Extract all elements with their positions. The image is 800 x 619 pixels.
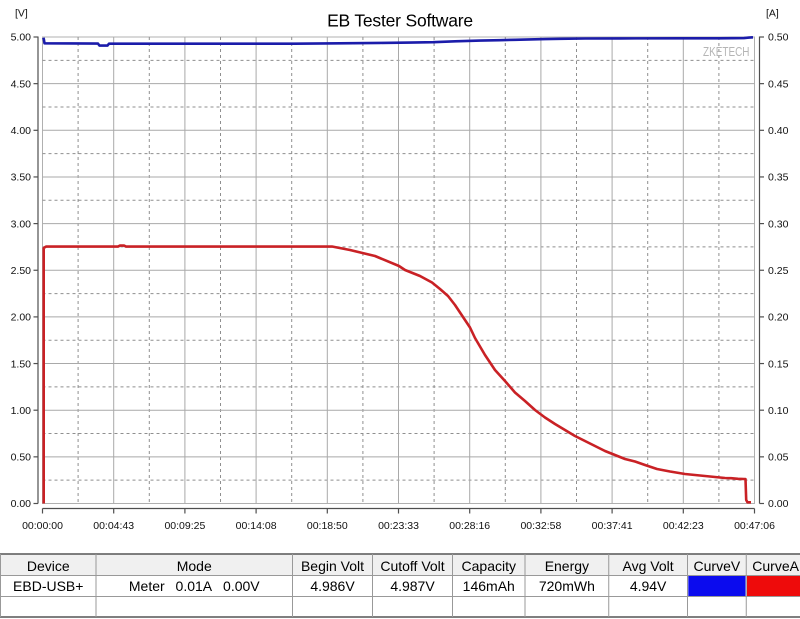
svg-text:1.50: 1.50 (11, 358, 32, 370)
svg-text:00:42:23: 00:42:23 (663, 520, 704, 532)
svg-text:00:00:00: 00:00:00 (22, 520, 63, 532)
svg-text:0.25: 0.25 (768, 265, 789, 277)
svg-text:[A]: [A] (766, 8, 779, 20)
svg-text:0.35: 0.35 (768, 172, 789, 184)
svg-text:00:04:43: 00:04:43 (93, 520, 134, 532)
svg-text:00:47:06: 00:47:06 (734, 520, 775, 532)
svg-text:2.50: 2.50 (11, 265, 32, 277)
svg-text:0.05: 0.05 (768, 452, 789, 464)
svg-text:720mWh: 720mWh (539, 578, 595, 594)
svg-text:0.50: 0.50 (11, 452, 32, 464)
svg-text:Begin Volt: Begin Volt (301, 558, 364, 574)
svg-text:Energy: Energy (545, 558, 589, 574)
svg-text:0.20: 0.20 (768, 312, 789, 324)
svg-text:3.00: 3.00 (11, 218, 32, 230)
svg-text:0.50: 0.50 (768, 32, 789, 44)
svg-text:0.00: 0.00 (768, 498, 789, 510)
svg-text:2.00: 2.00 (11, 312, 32, 324)
svg-text:Capacity: Capacity (462, 558, 516, 574)
svg-text:4.94V: 4.94V (630, 578, 667, 594)
svg-text:EBD-USB+: EBD-USB+ (13, 578, 83, 594)
svg-text:1.00: 1.00 (11, 405, 32, 417)
svg-text:00:37:41: 00:37:41 (592, 520, 633, 532)
svg-text:Mode: Mode (177, 558, 212, 574)
svg-text:0.45: 0.45 (768, 78, 789, 90)
svg-text:00:09:25: 00:09:25 (164, 520, 205, 532)
svg-text:CurveV: CurveV (694, 558, 741, 574)
svg-text:0.15: 0.15 (768, 358, 789, 370)
svg-text:Avg Volt: Avg Volt (623, 558, 674, 574)
svg-text:Cutoff Volt: Cutoff Volt (380, 558, 444, 574)
svg-text:4.986V: 4.986V (310, 578, 355, 594)
svg-text:4.00: 4.00 (11, 125, 32, 137)
svg-text:0.00: 0.00 (11, 498, 32, 510)
svg-text:146mAh: 146mAh (463, 578, 515, 594)
svg-text:00:23:33: 00:23:33 (378, 520, 419, 532)
svg-text:4.987V: 4.987V (390, 578, 435, 594)
svg-text:00:14:08: 00:14:08 (236, 520, 277, 532)
svg-text:3.50: 3.50 (11, 172, 32, 184)
svg-text:0.40: 0.40 (768, 125, 789, 137)
svg-text:00:18:50: 00:18:50 (307, 520, 348, 532)
svg-text:[V]: [V] (15, 8, 28, 20)
svg-text:Device: Device (27, 558, 70, 574)
svg-text:ZKETECH: ZKETECH (703, 45, 750, 59)
svg-text:EB Tester Software: EB Tester Software (327, 11, 473, 31)
svg-text:0.10: 0.10 (768, 405, 789, 417)
svg-text:0.30: 0.30 (768, 218, 789, 230)
svg-text:00:32:58: 00:32:58 (520, 520, 561, 532)
svg-text:4.50: 4.50 (11, 78, 32, 90)
svg-text:5.00: 5.00 (11, 32, 32, 44)
svg-text:Meter 0.01A 0.00V: Meter 0.01A 0.00V (129, 578, 260, 594)
svg-text:CurveA: CurveA (752, 558, 799, 574)
svg-text:00:28:16: 00:28:16 (449, 520, 490, 532)
